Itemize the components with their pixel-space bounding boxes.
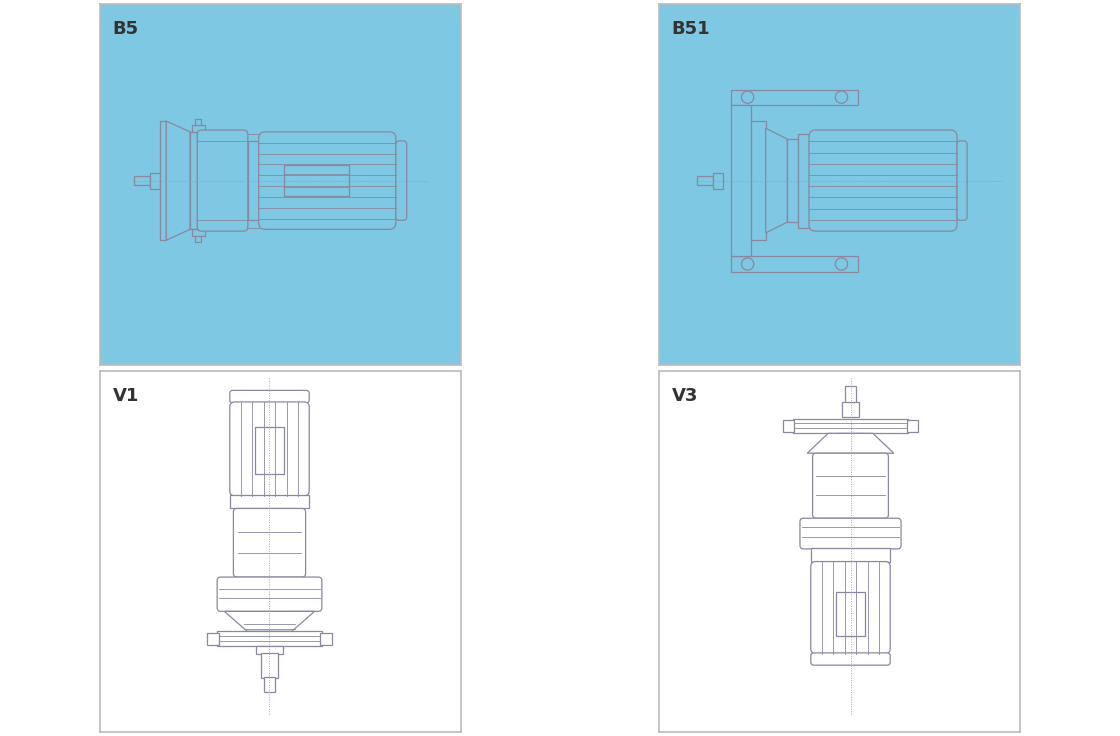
Bar <box>844 386 857 404</box>
Bar <box>907 420 918 432</box>
Bar <box>752 121 766 240</box>
Bar <box>731 105 752 256</box>
FancyBboxPatch shape <box>809 130 956 231</box>
Bar <box>248 141 259 220</box>
Bar <box>787 139 799 222</box>
Bar <box>160 121 166 240</box>
Bar <box>217 631 321 646</box>
Bar <box>196 118 200 125</box>
FancyBboxPatch shape <box>956 141 968 220</box>
Bar <box>783 420 794 432</box>
Bar <box>697 176 713 185</box>
Bar <box>842 403 859 417</box>
Text: B5: B5 <box>112 20 139 38</box>
Bar <box>731 256 858 272</box>
Bar <box>713 173 724 188</box>
Bar <box>284 166 349 196</box>
Bar <box>320 633 332 645</box>
Circle shape <box>741 258 754 270</box>
FancyBboxPatch shape <box>395 141 407 220</box>
FancyBboxPatch shape <box>811 562 890 654</box>
Bar <box>230 495 309 509</box>
Text: V3: V3 <box>672 387 698 406</box>
Bar <box>836 592 865 636</box>
FancyBboxPatch shape <box>811 653 890 665</box>
Bar <box>731 90 858 105</box>
Bar <box>196 236 200 242</box>
Circle shape <box>836 258 848 270</box>
FancyBboxPatch shape <box>217 577 321 612</box>
Bar <box>837 433 865 442</box>
Bar <box>190 132 197 230</box>
FancyBboxPatch shape <box>230 390 309 403</box>
FancyBboxPatch shape <box>813 453 888 518</box>
Bar <box>263 677 276 692</box>
Circle shape <box>836 91 848 103</box>
FancyBboxPatch shape <box>233 509 306 577</box>
Polygon shape <box>166 121 190 240</box>
Polygon shape <box>766 128 787 233</box>
Bar <box>793 419 908 434</box>
FancyBboxPatch shape <box>197 130 248 231</box>
Bar <box>255 427 284 474</box>
Text: V1: V1 <box>112 387 139 406</box>
Polygon shape <box>224 612 315 631</box>
Bar <box>192 125 205 132</box>
Bar <box>192 230 205 236</box>
FancyBboxPatch shape <box>800 518 902 549</box>
Circle shape <box>741 91 754 103</box>
Bar <box>150 173 160 188</box>
Bar <box>207 633 218 645</box>
FancyBboxPatch shape <box>230 402 309 496</box>
Bar <box>134 176 150 185</box>
Polygon shape <box>808 434 894 453</box>
Bar <box>811 548 890 562</box>
Text: B51: B51 <box>672 20 710 38</box>
Bar <box>261 654 278 678</box>
FancyBboxPatch shape <box>259 132 395 230</box>
Bar <box>255 645 283 654</box>
Bar <box>799 134 809 227</box>
